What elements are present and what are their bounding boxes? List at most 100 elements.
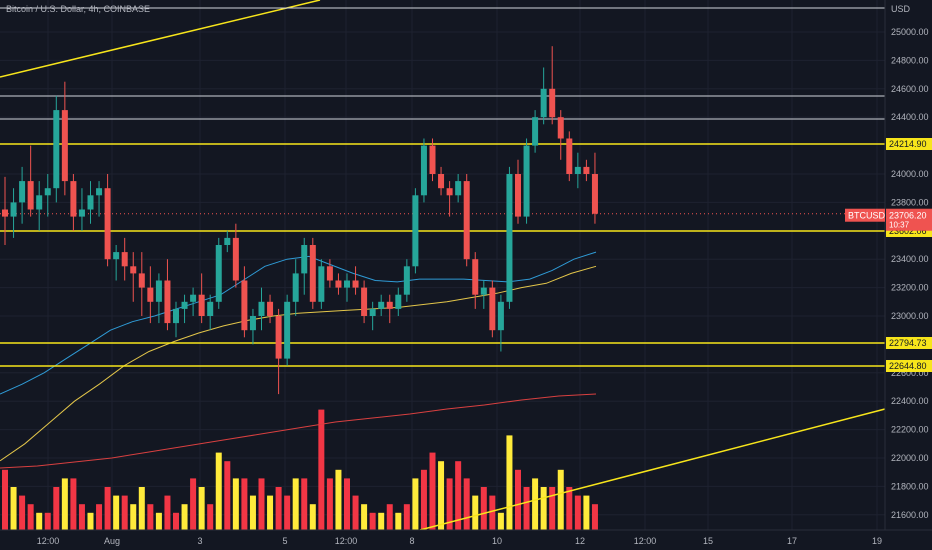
candle-body xyxy=(591,174,598,214)
candle-body xyxy=(523,145,530,217)
volume-bar xyxy=(232,478,239,530)
volume-bar xyxy=(36,512,43,530)
volume-bar xyxy=(523,487,530,530)
volume-bar xyxy=(412,478,419,530)
price-tick-label: 22200.00 xyxy=(891,425,929,435)
candle-body xyxy=(215,245,222,302)
volume-bar xyxy=(403,504,410,530)
volume-bar xyxy=(506,435,513,530)
volume-bar xyxy=(164,495,171,530)
candle-body xyxy=(352,280,359,288)
candle-body xyxy=(549,88,556,118)
volume-bar xyxy=(292,478,299,530)
time-tick-label: 8 xyxy=(409,536,414,546)
volume-bar xyxy=(224,461,231,530)
candle-body xyxy=(36,195,43,210)
candle-body xyxy=(155,280,162,302)
price-tick-label: 24400.00 xyxy=(891,112,929,122)
volume-bar xyxy=(198,487,205,530)
horizontal-levels xyxy=(0,7,885,367)
price-tag-value: 23706.20 xyxy=(889,211,927,221)
moving-averages xyxy=(0,251,597,469)
candle-body xyxy=(344,280,350,288)
level-tag-bg xyxy=(886,337,932,349)
time-tick-label: 12:00 xyxy=(37,536,60,546)
time-tick-label: 12:00 xyxy=(335,536,358,546)
price-tick-label: 23200.00 xyxy=(891,283,929,293)
volume-bar xyxy=(574,495,581,530)
symbol-tag-bg xyxy=(845,208,885,222)
volume-bar xyxy=(2,469,8,530)
volume-bar xyxy=(70,478,77,530)
time-tick-label: 10 xyxy=(492,536,502,546)
candle-body xyxy=(70,181,77,217)
volume-bar xyxy=(344,478,350,530)
volume-bar xyxy=(446,478,453,530)
trendline-lower xyxy=(419,408,886,531)
price-tick-label: 22600.00 xyxy=(891,368,929,378)
time-tick-label: 12 xyxy=(575,536,585,546)
volume-bar xyxy=(249,495,256,530)
candle-body xyxy=(113,252,120,260)
candle-body xyxy=(232,237,239,281)
candle-body xyxy=(96,188,103,196)
candle-body xyxy=(369,308,376,316)
volume-bar xyxy=(557,469,564,530)
volume-bar xyxy=(335,469,342,530)
volume-bar xyxy=(155,512,162,530)
candle-body xyxy=(420,145,427,196)
candle-body xyxy=(412,195,419,267)
time-axis[interactable]: 12:00 Aug 3 5 12:00 8 10 12 12:00 15 17 19 xyxy=(0,529,932,550)
volume-bar xyxy=(429,452,436,530)
volume-bar xyxy=(10,487,17,530)
level-tag-label: 22794.73 xyxy=(889,338,927,348)
candle-body xyxy=(181,301,188,309)
candle-body xyxy=(361,287,368,316)
volume-bar xyxy=(378,512,385,530)
symbol-tag-label: BTCUSD xyxy=(848,211,886,221)
candle-body xyxy=(557,117,564,139)
candle-body xyxy=(130,266,137,274)
volume-bar xyxy=(515,469,521,530)
candle-body xyxy=(53,110,60,189)
level-tag-label: 22644.80 xyxy=(889,361,927,371)
candle-body xyxy=(10,202,17,217)
candle-body xyxy=(147,287,154,302)
time-tick-label: Aug xyxy=(104,536,120,546)
candle-body xyxy=(301,245,308,274)
price-axis[interactable]: USD 25000.00 24800.00 24600.00 24400.00 24000… xyxy=(845,0,932,550)
currency-label: USD xyxy=(891,4,911,14)
candle-body xyxy=(335,280,342,288)
volume-bar xyxy=(96,504,103,530)
candle-body xyxy=(480,287,487,295)
volume-bar xyxy=(361,504,368,530)
volume-bar xyxy=(181,504,188,530)
trendline-upper xyxy=(0,0,321,78)
volume-bar xyxy=(566,487,573,530)
candle-body xyxy=(267,301,274,316)
volume-bar xyxy=(87,512,94,530)
volume-bar xyxy=(455,461,462,530)
candle-body xyxy=(326,266,333,281)
candle-body xyxy=(19,181,26,203)
price-tick-label: 21800.00 xyxy=(891,481,929,491)
candle-body xyxy=(318,266,325,302)
candle-body xyxy=(489,287,496,331)
volume-bar xyxy=(540,487,547,530)
volume-bar xyxy=(53,487,60,530)
volume-bar xyxy=(19,495,26,530)
symbol-title: Bitcoin / U.S. Dollar, 4h, COINBASE xyxy=(6,4,151,14)
candle-body xyxy=(173,308,179,324)
price-tick-label: 23000.00 xyxy=(891,311,929,321)
candle-body xyxy=(386,301,393,309)
candle-body xyxy=(292,273,299,302)
volume-bar xyxy=(113,495,120,530)
candle-body xyxy=(455,181,462,196)
volume-bar xyxy=(395,512,402,530)
candle-body xyxy=(403,266,410,295)
level-tag-bg xyxy=(886,360,932,372)
time-tick-label: 12:00 xyxy=(634,536,657,546)
volume-bar xyxy=(532,478,539,530)
candle-body xyxy=(138,273,145,288)
